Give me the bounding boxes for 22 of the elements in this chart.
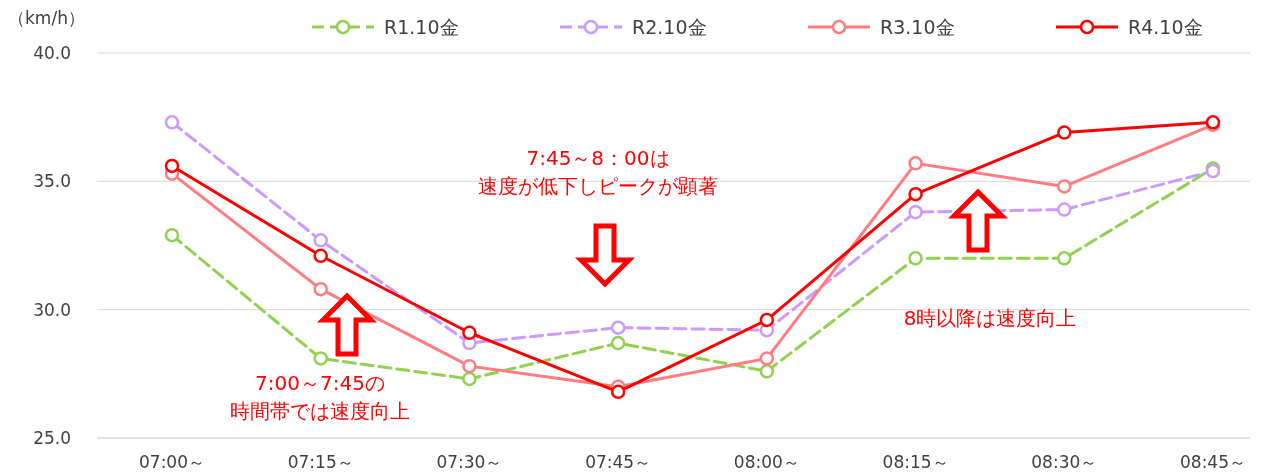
legend-label: R4.10金 (1128, 15, 1203, 38)
annotation: 時間帯では速度向上 (230, 399, 410, 423)
y-tick-label: 25.0 (33, 427, 71, 448)
y-axis-title: （km/h） (8, 8, 85, 28)
annotation: 速度が低下しピークが顕著 (478, 174, 718, 198)
y-tick-label: 40.0 (33, 42, 71, 63)
x-tick-label: 07:15～ (287, 452, 354, 472)
annotation: 7:45～8：00は (526, 146, 670, 170)
x-tick-label: 07:00～ (139, 452, 205, 472)
legend-label: R3.10金 (880, 15, 955, 38)
x-tick-label: 07:30～ (436, 452, 503, 472)
x-tick-label: 08:45～ (1180, 452, 1246, 472)
annotation: 8時以降は速度向上 (903, 306, 1077, 330)
legend-label: R1.10金 (384, 15, 459, 38)
legend-label: R2.10金 (632, 15, 707, 38)
x-tick-label: 07:45～ (585, 452, 652, 472)
x-tick-label: 08:00～ (733, 452, 800, 472)
x-tick-label: 08:15～ (882, 452, 949, 472)
annotation: 7:00～7:45の (255, 371, 385, 395)
y-tick-label: 35.0 (33, 171, 71, 192)
x-tick-label: 08:30～ (1031, 452, 1098, 472)
y-tick-label: 30.0 (33, 299, 71, 320)
